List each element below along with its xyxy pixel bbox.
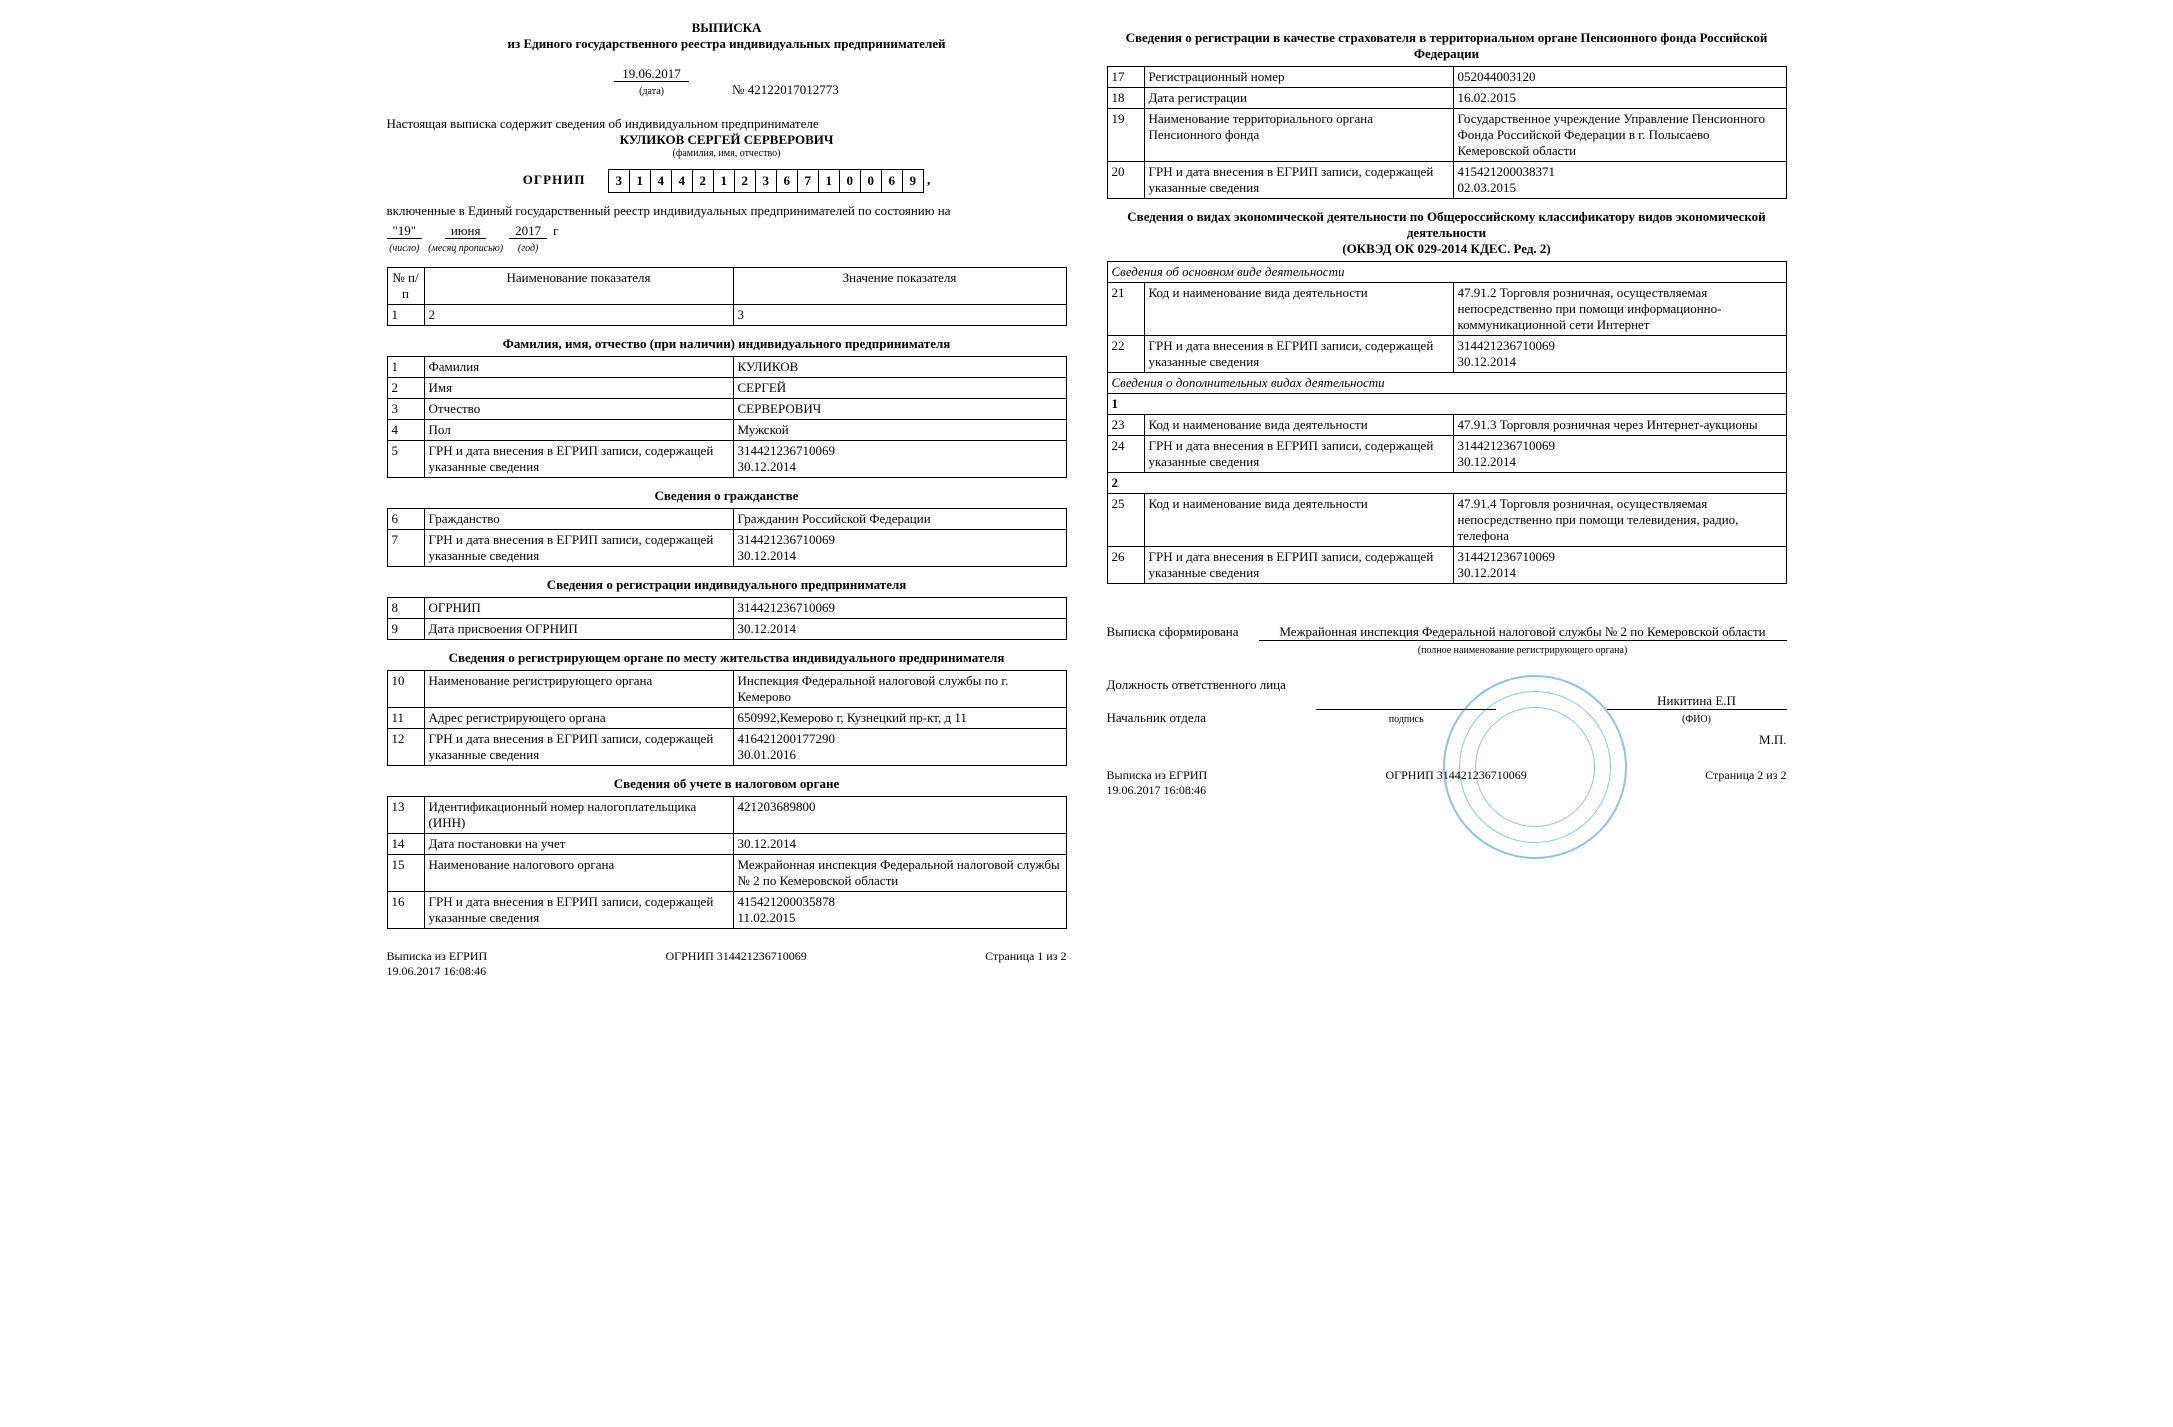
sub-add: Сведения о дополнительных видах деятельн… [1107,373,1786,394]
section-4-title: Сведения о регистрирующем органе по мест… [387,650,1067,666]
table-row: 22ГРН и дата внесения в ЕГРИП записи, со… [1107,336,1786,373]
section-4-table: 10Наименование регистрирующего органаИнс… [387,670,1067,766]
table-row: 6ГражданствоГражданин Российской Федерац… [387,509,1066,530]
ogrnip-digit: 4 [650,169,672,193]
ogrnip-digit: 3 [608,169,630,193]
date-year: 2017(год) [509,223,547,255]
table-row: 1ФамилияКУЛИКОВ [387,357,1066,378]
section-7-table: Сведения об основном виде деятельности 2… [1107,261,1787,584]
ogrnip-digit: 0 [839,169,861,193]
section-2-title: Сведения о гражданстве [387,488,1067,504]
section-7-title: Сведения о видах экономической деятельно… [1107,209,1787,257]
table-row: 3ОтчествоСЕРВЕРОВИЧ [387,399,1066,420]
section-1-table: 1ФамилияКУЛИКОВ 2ИмяСЕРГЕЙ 3ОтчествоСЕРВ… [387,356,1067,478]
page-2: Сведения о регистрации в качестве страхо… [1107,20,1787,979]
table-row: 15Наименование налогового органаМежрайон… [387,855,1066,892]
ogrnip-digit: 7 [797,169,819,193]
ogrnip-digit: 1 [713,169,735,193]
signature-line: подпись [1316,709,1496,726]
header-table: № п/п Наименование показателя Значение п… [387,267,1067,326]
ogrnip-digit: 9 [902,169,924,193]
table-row: 17Регистрационный номер052044003120 [1107,67,1786,88]
page-2-footer: Выписка из ЕГРИП19.06.2017 16:08:46 ОГРН… [1107,768,1787,798]
ogrnip-digit: 1 [818,169,840,193]
table-row: 13Идентификационный номер налогоплательщ… [387,797,1066,834]
table-row: 8ОГРНИП314421236710069 [387,598,1066,619]
date-month: июня(месяц прописью) [428,223,503,255]
ogrnip-digit: 2 [734,169,756,193]
table-row: 9Дата присвоения ОГРНИП30.12.2014 [387,619,1066,640]
ogrnip-boxes: 314421236710069 [609,169,924,193]
table-row: 16ГРН и дата внесения в ЕГРИП записи, со… [387,892,1066,929]
table-row: 24ГРН и дата внесения в ЕГРИП записи, со… [1107,436,1786,473]
ogrnip-digit: 2 [692,169,714,193]
title: ВЫПИСКА [387,20,1067,36]
ogrnip-digit: 1 [629,169,651,193]
table-row: 25Код и наименование вида деятельности47… [1107,494,1786,547]
table-row: 23Код и наименование вида деятельности47… [1107,415,1786,436]
subtitle: из Единого государственного реестра инди… [387,36,1067,52]
section-6-title: Сведения о регистрации в качестве страхо… [1107,30,1787,62]
table-row: 14Дата постановки на учет30.12.2014 [387,834,1066,855]
table-row: 5ГРН и дата внесения в ЕГРИП записи, сод… [387,441,1066,478]
doc-number: № 42122017012773 [732,82,839,98]
signature-block: Выписка сформирована Межрайонная инспекц… [1107,624,1787,748]
fio: Никитина Е.П (ФИО) [1607,693,1787,726]
table-row: 19Наименование территориального органа П… [1107,109,1786,162]
full-name: КУЛИКОВ СЕРГЕЙ СЕРВЕРОВИЧ [387,132,1067,148]
section-2-table: 6ГражданствоГражданин Российской Федерац… [387,508,1067,567]
section-3-title: Сведения о регистрации индивидуального п… [387,577,1067,593]
table-row: 18Дата регистрации16.02.2015 [1107,88,1786,109]
ogrnip-digit: 0 [860,169,882,193]
section-1-title: Фамилия, имя, отчество (при наличии) инд… [387,336,1067,352]
page-1: ВЫПИСКА из Единого государственного реес… [387,20,1067,979]
table-row: 12ГРН и дата внесения в ЕГРИП записи, со… [387,729,1066,766]
intro-text: Настоящая выписка содержит сведения об и… [387,116,1067,132]
table-row: 4ПолМужской [387,420,1066,441]
ogrnip-block: ОГРНИП 314421236710069 , [387,169,1067,193]
sub-main: Сведения об основном виде деятельности [1107,262,1786,283]
ogrnip-digit: 6 [881,169,903,193]
table-row: 21Код и наименование вида деятельности47… [1107,283,1786,336]
name-label: (фамилия, имя, отчество) [387,148,1067,159]
table-row: 20ГРН и дата внесения в ЕГРИП записи, со… [1107,162,1786,199]
section-3-table: 8ОГРНИП314421236710069 9Дата присвоения … [387,597,1067,640]
doc-date: 19.06.2017 (дата) [614,66,689,98]
ogrnip-digit: 6 [776,169,798,193]
table-row: 11Адрес регистрирующего органа650992,Кем… [387,708,1066,729]
page-1-footer: Выписка из ЕГРИП19.06.2017 16:08:46 ОГРН… [387,949,1067,979]
section-5-title: Сведения об учете в налоговом органе [387,776,1067,792]
included-text: включенные в Единый государственный реес… [387,203,1067,219]
ogrnip-digit: 4 [671,169,693,193]
date-day: "19"(число) [387,223,423,255]
ogrnip-label: ОГРНИП [523,172,586,188]
section-6-table: 17Регистрационный номер052044003120 18Да… [1107,66,1787,199]
table-row: 26ГРН и дата внесения в ЕГРИП записи, со… [1107,547,1786,584]
table-row: 7ГРН и дата внесения в ЕГРИП записи, сод… [387,530,1066,567]
section-5-table: 13Идентификационный номер налогоплательщ… [387,796,1067,929]
ogrnip-digit: 3 [755,169,777,193]
table-row: 2ИмяСЕРГЕЙ [387,378,1066,399]
table-row: 10Наименование регистрирующего органаИнс… [387,671,1066,708]
